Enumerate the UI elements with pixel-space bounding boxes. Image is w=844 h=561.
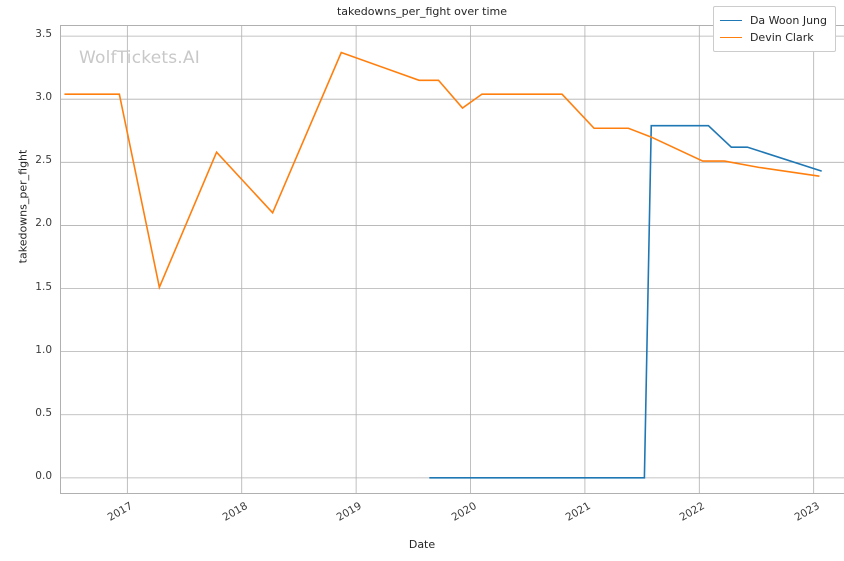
y-tick-label: 1.0 xyxy=(35,343,52,356)
y-tick-label: 3.5 xyxy=(35,28,52,41)
y-axis-tick-labels: 0.0 0.5 1.0 1.5 2.0 2.5 3.0 3.5 xyxy=(0,0,52,561)
legend-item-0[interactable]: Da Woon Jung xyxy=(719,12,827,29)
legend-swatch-line xyxy=(719,20,742,21)
plot-svg xyxy=(61,26,844,493)
y-tick-label: 0.5 xyxy=(35,406,52,419)
legend-label: Da Woon Jung xyxy=(749,14,827,27)
y-tick-label: 2.5 xyxy=(35,154,52,167)
series-line-1 xyxy=(64,51,820,290)
y-tick-label: 3.0 xyxy=(35,91,52,104)
x-tick-label: 2023 xyxy=(792,500,822,524)
y-tick-label: 1.5 xyxy=(35,280,52,293)
y-tick-label: 0.0 xyxy=(35,469,52,482)
chart-legend[interactable]: Da Woon Jung Devin Clark xyxy=(712,6,836,52)
x-tick-label: 2020 xyxy=(449,500,479,524)
legend-label: Devin Clark xyxy=(749,31,814,44)
legend-swatch-line xyxy=(719,37,742,38)
chart-title: takedowns_per_fight over time xyxy=(336,5,508,18)
x-tick-label: 2017 xyxy=(105,500,136,524)
x-axis-label: Date xyxy=(408,538,436,551)
x-tick-label: 2018 xyxy=(220,500,250,524)
series-lines xyxy=(64,51,822,479)
x-tick-label: 2021 xyxy=(563,500,593,524)
x-tick-label: 2019 xyxy=(334,500,364,524)
y-tick-label: 2.0 xyxy=(35,217,52,230)
y-axis-label: takedowns_per_fight xyxy=(16,149,30,264)
x-tick-label: 2022 xyxy=(677,500,708,524)
legend-item-1[interactable]: Devin Clark xyxy=(719,29,827,46)
plot-area: WolfTickets.AI xyxy=(60,25,844,494)
series-line-0 xyxy=(429,124,822,479)
